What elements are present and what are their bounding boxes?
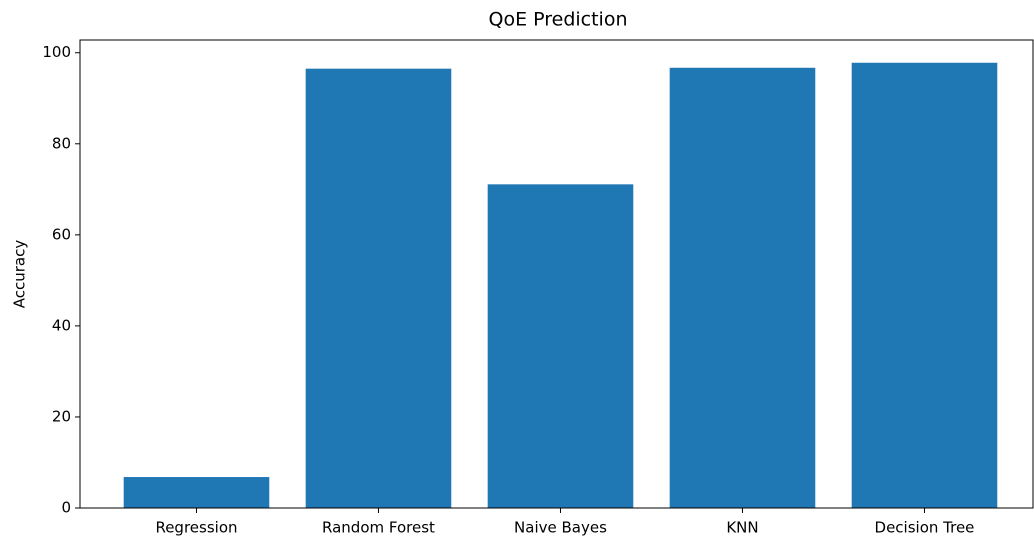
y-tick-label: 20 <box>52 407 71 425</box>
bar <box>123 477 270 508</box>
x-tick-label: Regression <box>155 519 237 537</box>
y-tick-label: 40 <box>52 316 71 334</box>
x-tick-label: KNN <box>726 519 758 537</box>
chart-title: QoE Prediction <box>488 9 627 31</box>
bar <box>305 68 452 508</box>
y-tick-label: 100 <box>42 43 71 61</box>
y-tick-label: 0 <box>61 499 71 517</box>
x-tick-label: Decision Tree <box>875 519 975 537</box>
bar <box>487 184 634 508</box>
plot-frame <box>79 39 1034 509</box>
x-tick-label: Random Forest <box>322 519 435 537</box>
x-tick-label: Naive Bayes <box>514 519 607 537</box>
bar <box>851 62 998 509</box>
y-tick-label: 60 <box>52 225 71 243</box>
bar <box>669 67 816 508</box>
y-axis-label: Accuracy <box>11 240 29 309</box>
y-tick-label: 80 <box>52 134 71 152</box>
